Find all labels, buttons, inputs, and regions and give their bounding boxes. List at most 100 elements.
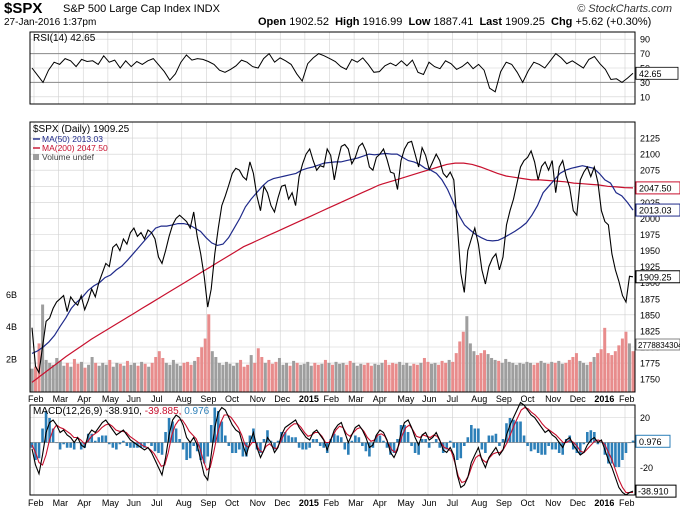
- month-label: Mar: [53, 498, 69, 508]
- macd-histogram-bar: [378, 435, 382, 443]
- price-last-value: 1909.25: [639, 272, 672, 282]
- macd-histogram-bar: [157, 442, 160, 453]
- volume-bar: [366, 362, 370, 392]
- volume-bar: [313, 362, 317, 392]
- volume-bar: [518, 362, 522, 392]
- macd-histogram-bar: [470, 425, 473, 443]
- volume-bar: [207, 314, 211, 392]
- volume-bar: [376, 364, 380, 392]
- volume-bar: [299, 364, 303, 392]
- volume-bar: [468, 343, 472, 392]
- volume-bar: [511, 362, 515, 392]
- month-label: Jun: [127, 498, 142, 508]
- volume-tick-label: 6B: [6, 290, 17, 300]
- volume-bar: [79, 361, 83, 392]
- macd-histogram-bar: [480, 442, 484, 450]
- volume-bar: [235, 362, 239, 392]
- price-legend-title: $SPX (Daily) 1909.25: [33, 124, 130, 135]
- volume-bar: [189, 364, 193, 392]
- month-label: Dec: [570, 394, 587, 404]
- volume-bar: [454, 353, 458, 392]
- price-tick-label: 1775: [640, 359, 660, 369]
- low-value: 1887.41: [433, 16, 474, 28]
- macd-histogram-bar: [543, 442, 547, 455]
- price-tick-label: 1825: [640, 326, 660, 336]
- macd-histogram-bar: [533, 442, 536, 450]
- price-panel: [29, 121, 636, 393]
- volume-bar: [543, 362, 547, 392]
- month-label: Feb: [619, 498, 635, 508]
- volume-tick-label: 4B: [6, 322, 17, 332]
- volume-bar: [401, 364, 405, 392]
- macd-histogram-bar: [37, 442, 41, 459]
- volume-bar: [387, 364, 391, 392]
- macd-histogram-bar: [273, 442, 276, 450]
- volume-bar: [451, 361, 455, 392]
- volume-bar: [362, 364, 366, 392]
- volume-bar: [186, 361, 190, 392]
- month-label: Oct: [225, 498, 240, 508]
- volume-bar: [440, 360, 444, 392]
- month-label: May: [397, 394, 415, 404]
- month-label: 2016: [594, 498, 614, 508]
- volume-bar: [341, 362, 345, 392]
- volume-bar: [500, 362, 504, 392]
- volume-bar: [352, 362, 356, 392]
- volume-bar: [274, 361, 278, 392]
- month-label: Dec: [274, 394, 291, 404]
- month-label: Jul: [447, 394, 459, 404]
- rsi-legend: RSI(14) 42.65: [33, 33, 96, 44]
- macd-histogram-bar: [220, 421, 224, 443]
- month-label: Feb: [28, 498, 44, 508]
- macd-histogram-bar: [178, 439, 181, 443]
- volume-bar: [48, 362, 52, 392]
- volume-bar: [214, 357, 218, 392]
- volume-bar: [30, 368, 34, 392]
- volume-bar: [546, 363, 550, 392]
- month-label: Feb: [619, 394, 635, 404]
- volume-bar: [323, 359, 327, 392]
- month-label: Mar: [348, 394, 364, 404]
- volume-bar: [83, 367, 87, 392]
- volume-bar: [585, 364, 589, 392]
- volume-bar: [72, 358, 76, 392]
- volume-bar: [550, 361, 554, 392]
- month-label: Nov: [250, 394, 267, 404]
- ma50-last-badge: [635, 203, 680, 217]
- volume-bar: [94, 362, 98, 392]
- rsi-tick-label: 30: [640, 78, 650, 88]
- macd-histogram-bar: [561, 442, 565, 455]
- volume-bar: [129, 364, 133, 392]
- macd-tick-label: 20: [640, 413, 650, 423]
- macd-histogram-bar: [434, 439, 438, 443]
- month-label: Nov: [250, 498, 267, 508]
- macd-histogram-bar: [410, 442, 413, 446]
- macd-histogram-bar: [501, 439, 505, 443]
- macd-histogram-bar: [188, 442, 192, 459]
- macd-histogram-bar: [301, 442, 304, 450]
- volume-bar: [589, 361, 593, 392]
- macd-histogram-bar: [111, 442, 115, 448]
- volume-bar: [62, 365, 66, 392]
- macd-histogram-bar: [181, 442, 185, 450]
- volume-bar: [606, 353, 610, 392]
- rsi-line: [31, 52, 634, 93]
- volume-bar: [253, 362, 257, 392]
- macd-histogram-bar: [209, 425, 213, 443]
- volume-bar: [359, 363, 363, 392]
- month-label: Aug: [471, 498, 487, 508]
- month-label: Jun: [127, 394, 142, 404]
- macd-histogram-bar: [357, 437, 361, 443]
- month-label: 2015: [299, 498, 319, 508]
- macd-histogram-bar: [315, 439, 318, 443]
- volume-bar: [316, 364, 320, 392]
- volume-bar: [306, 361, 310, 392]
- macd-histogram-bar: [108, 442, 111, 445]
- open-label: Open: [258, 16, 287, 28]
- price-tick-label: 2075: [640, 166, 660, 176]
- macd-histogram-bar: [477, 428, 480, 443]
- macd-histogram-bar: [350, 440, 354, 443]
- macd-histogram-bar: [631, 440, 635, 443]
- macd-histogram-bar: [62, 442, 65, 445]
- volume-bar: [461, 331, 465, 392]
